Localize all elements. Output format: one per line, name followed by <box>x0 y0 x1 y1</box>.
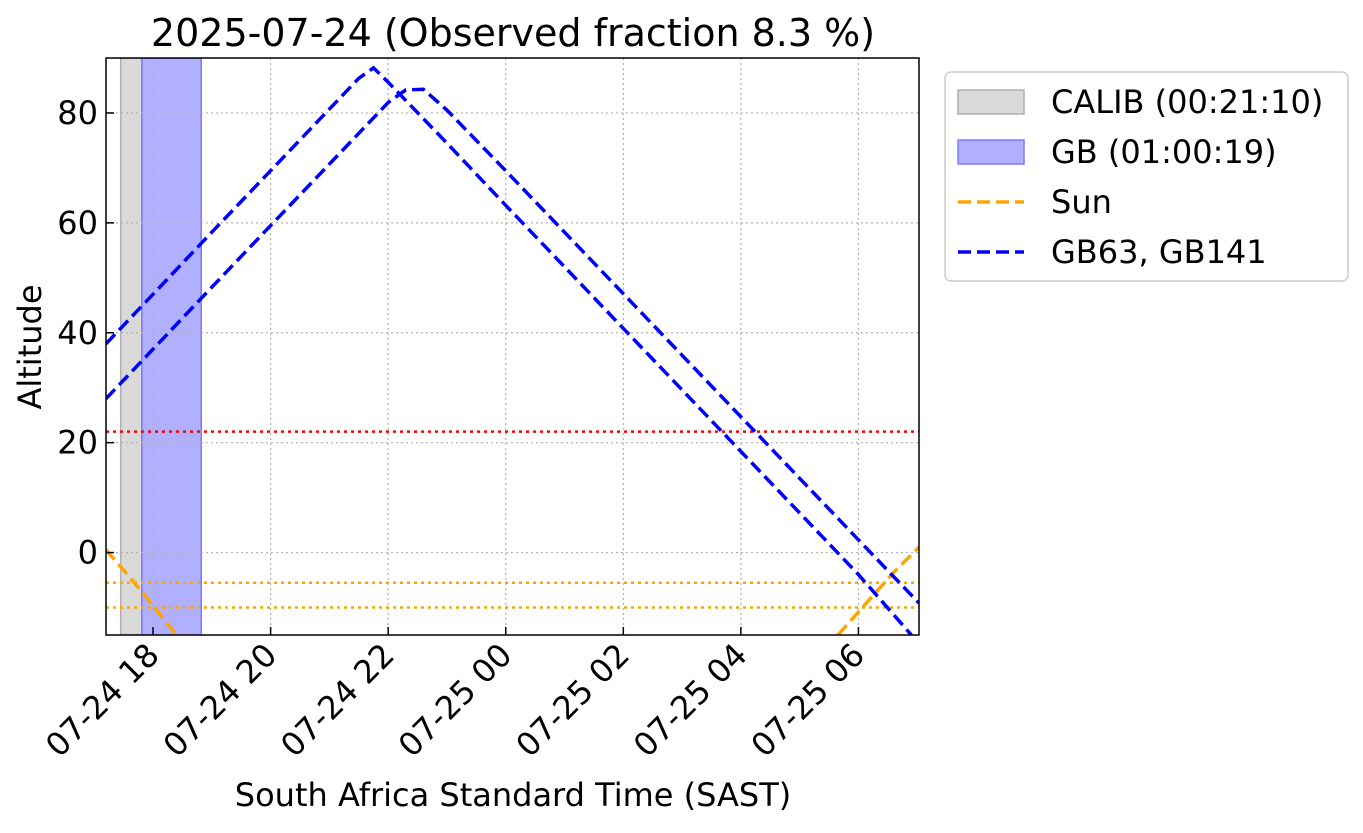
y-tick-label: 20 <box>57 424 98 462</box>
y-tick-label: 40 <box>57 314 98 352</box>
x-tick-label: 07-24 20 <box>156 636 285 765</box>
series-line-gb141 <box>106 87 919 605</box>
x-axis-label: South Africa Standard Time (SAST) <box>235 776 791 814</box>
x-tick-label: 07-25 04 <box>626 636 755 765</box>
x-tick-label: 07-25 00 <box>391 636 520 765</box>
legend: CALIB (00:21:10) GB (01:00:19) Sun GB63, GB… <box>944 71 1349 282</box>
x-tick-label: 07-24 18 <box>38 636 167 765</box>
legend-swatch <box>957 139 1025 165</box>
series-line-gb63 <box>106 65 913 635</box>
chart-title: 2025-07-24 (Observed fraction 8.3 %) <box>151 11 875 55</box>
plot-frame <box>105 57 920 636</box>
band-0 <box>119 58 143 635</box>
x-tick-label: 07-24 22 <box>273 636 402 765</box>
legend-swatch <box>957 89 1025 115</box>
legend-label: GB63, GB141 <box>1051 233 1267 271</box>
y-tick-label: 80 <box>57 94 98 132</box>
x-tick-label: 07-25 06 <box>744 636 873 765</box>
y-tick-label: 0 <box>78 534 98 572</box>
band-1 <box>141 58 202 635</box>
legend-box <box>944 71 1349 282</box>
y-tick-label: 60 <box>57 204 98 242</box>
legend-label: Sun <box>1051 183 1112 221</box>
y-axis-label: Altitude <box>11 284 49 409</box>
x-tick-label: 07-25 02 <box>508 636 637 765</box>
legend-label: GB (01:00:19) <box>1051 133 1277 171</box>
legend-label: CALIB (00:21:10) <box>1051 83 1323 121</box>
